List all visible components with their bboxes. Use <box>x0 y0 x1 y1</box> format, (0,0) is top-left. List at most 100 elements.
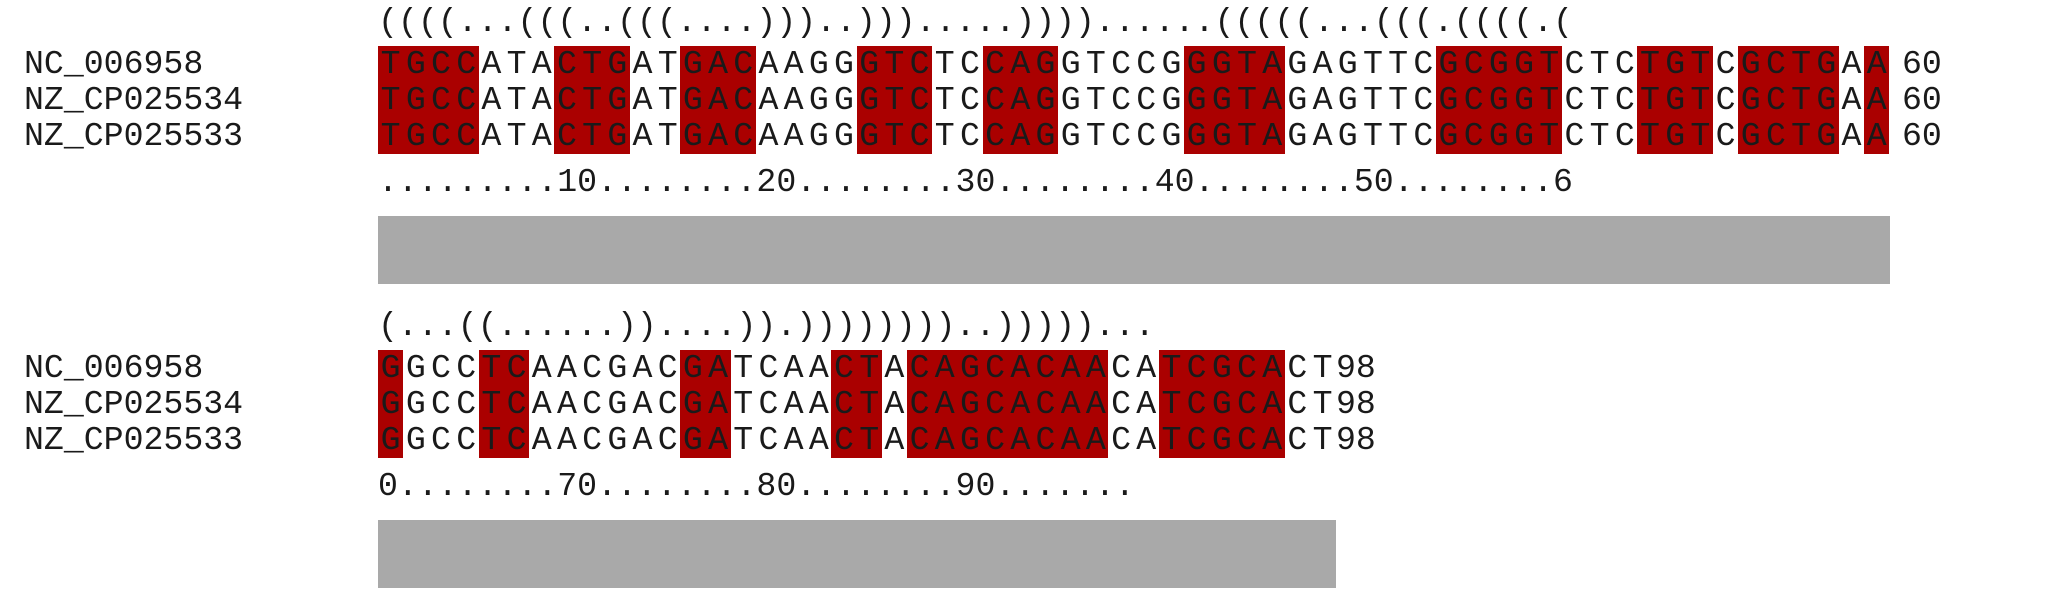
nucleotide: A <box>556 421 577 459</box>
nucleotide: T <box>1158 350 1184 386</box>
nucleotide: C <box>1234 422 1260 458</box>
nucleotide: C <box>1184 422 1210 458</box>
nucleotide: G <box>378 386 404 422</box>
nucleotide: C <box>1111 349 1131 387</box>
nucleotide: G <box>1060 81 1081 119</box>
nucleotide: C <box>906 118 933 154</box>
nucleotide: A <box>1058 386 1084 422</box>
nucleotide: C <box>1413 117 1434 155</box>
nucleotide: C <box>453 82 479 118</box>
nucleotide: G <box>680 46 706 82</box>
nucleotide: A <box>1864 118 1890 154</box>
nucleotide: A <box>1007 46 1033 82</box>
nucleotide: A <box>705 118 731 154</box>
nucleotide: T <box>934 45 955 83</box>
nucleotide: A <box>1083 386 1109 422</box>
nucleotide: T <box>733 385 754 423</box>
nucleotide: G <box>1511 82 1537 118</box>
nucleotide: C <box>982 422 1008 458</box>
nucleotide: C <box>428 46 454 82</box>
nucleotide: A <box>481 117 502 155</box>
nucleotide: G <box>604 118 630 154</box>
nucleotide: A <box>481 45 502 83</box>
nucleotide: C <box>959 81 980 119</box>
nucleotide: C <box>758 385 779 423</box>
sequence-end-position: 60 <box>1902 45 1942 83</box>
nucleotide: G <box>957 350 983 386</box>
nucleotide: A <box>808 385 829 423</box>
nucleotide: G <box>1738 46 1764 82</box>
nucleotide: C <box>582 385 603 423</box>
sequence-name: NC_006958 <box>24 45 204 83</box>
nucleotide: G <box>405 385 426 423</box>
nucleotide: A <box>1312 45 1333 83</box>
nucleotide: C <box>730 118 756 154</box>
nucleotide: G <box>1287 117 1308 155</box>
nucleotide: C <box>582 421 603 459</box>
nucleotide: T <box>1158 386 1184 422</box>
nucleotide: T <box>657 45 678 83</box>
nucleotide: T <box>881 82 907 118</box>
sequence-name: NZ_CP025534 <box>24 385 244 423</box>
nucleotide: G <box>405 349 426 387</box>
sequence-end-position: 60 <box>1902 117 1942 155</box>
nucleotide: G <box>1511 46 1537 82</box>
nucleotide: A <box>1841 117 1862 155</box>
nucleotide: C <box>431 385 451 423</box>
nucleotide: C <box>503 350 530 386</box>
nucleotide: T <box>1388 45 1409 83</box>
sequence-end-position: 98 <box>1336 349 1376 387</box>
nucleotide: C <box>428 118 454 154</box>
nucleotide: G <box>856 118 882 154</box>
nucleotide: G <box>957 386 983 422</box>
nucleotide: T <box>657 81 678 119</box>
nucleotide: C <box>456 385 477 423</box>
nucleotide: G <box>1209 82 1235 118</box>
nucleotide: T <box>1536 46 1562 82</box>
nucleotide: C <box>906 386 933 422</box>
sequence-name: NZ_CP025533 <box>24 421 244 459</box>
nucleotide: A <box>932 386 958 422</box>
nucleotide: G <box>680 82 706 118</box>
nucleotide: C <box>959 117 980 155</box>
nucleotide: G <box>834 45 854 83</box>
nucleotide: C <box>982 350 1008 386</box>
nucleotide: G <box>1287 45 1308 83</box>
nucleotide: G <box>607 349 628 387</box>
nucleotide: G <box>1486 46 1512 82</box>
nucleotide: G <box>607 421 628 459</box>
nucleotide: G <box>1813 82 1839 118</box>
nucleotide: A <box>1259 422 1285 458</box>
nucleotide: A <box>1136 385 1157 423</box>
nucleotide: A <box>705 350 731 386</box>
nucleotide: T <box>1637 46 1663 82</box>
nucleotide: A <box>1312 81 1333 119</box>
nucleotide: A <box>1259 118 1285 154</box>
nucleotide: C <box>1614 81 1635 119</box>
nucleotide: T <box>579 82 605 118</box>
nucleotide: G <box>1032 118 1059 154</box>
nucleotide: A <box>1007 82 1033 118</box>
nucleotide: C <box>982 118 1008 154</box>
nucleotide: C <box>758 349 779 387</box>
nucleotide: C <box>1564 81 1585 119</box>
nucleotide: A <box>1083 422 1109 458</box>
nucleotide: A <box>808 421 829 459</box>
nucleotide: C <box>1413 45 1434 83</box>
nucleotide: A <box>632 385 653 423</box>
nucleotide: T <box>1589 117 1610 155</box>
nucleotide: A <box>758 117 779 155</box>
nucleotide: C <box>582 349 603 387</box>
nucleotide: C <box>428 82 454 118</box>
nucleotide: C <box>982 386 1008 422</box>
nucleotide: G <box>1161 117 1182 155</box>
nucleotide: A <box>705 422 731 458</box>
nucleotide: C <box>554 118 580 154</box>
nucleotide: A <box>932 350 958 386</box>
position-ruler: 0........70........80........90....... <box>378 467 1135 505</box>
nucleotide: A <box>884 349 905 387</box>
nucleotide: G <box>1337 81 1358 119</box>
